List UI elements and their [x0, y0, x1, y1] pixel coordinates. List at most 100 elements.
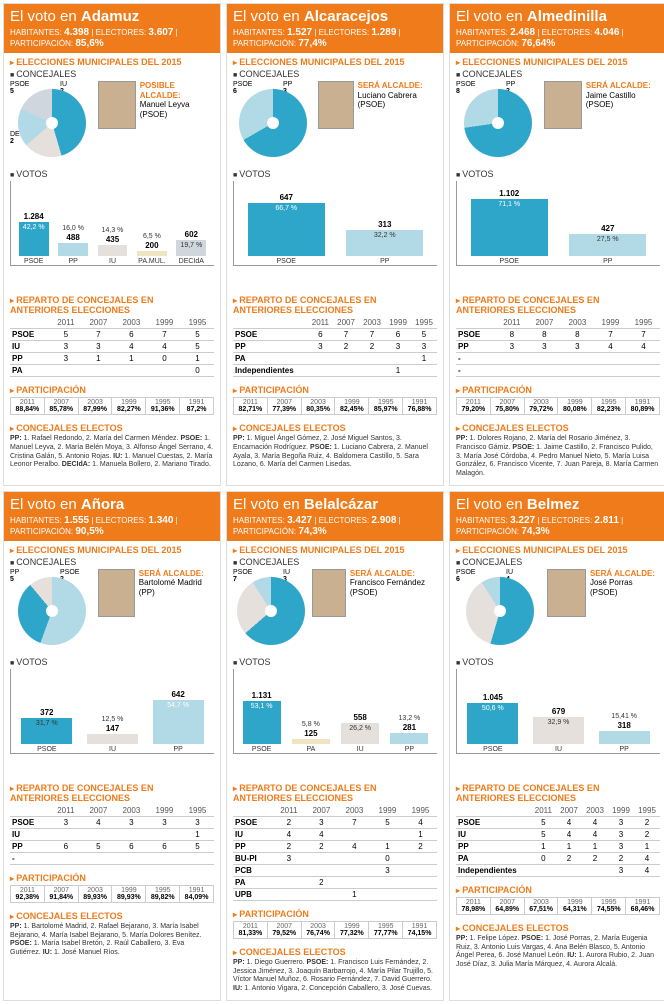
mayor-box: SERÁ ALCALDE:José Porras (PSOE): [547, 569, 660, 617]
mayor-box: SERÁ ALCALDE:Bartolomé Madrid (PP): [98, 569, 214, 617]
history-table: 20112007200319991995PSOE57675IU33445PP31…: [10, 317, 214, 377]
pie-chart: PSOE5IU2PP2DECIdA2: [10, 81, 94, 165]
section-electos: CONCEJALES ELECTOS: [227, 419, 443, 435]
votes-chart: 1.10271,1 % PSOE 42727,5 % PP: [450, 181, 664, 291]
mayor-photo: [312, 569, 346, 617]
bar-PSOE: 1.28442,2 % PSOE: [15, 222, 52, 265]
history-table: 20112007200319991995PSOE23754IU441PP2241…: [233, 805, 437, 901]
mayor-photo: [318, 81, 354, 129]
card-header: El voto en Alcaracejos HABITANTES: 1.527…: [227, 4, 443, 53]
sub-concejales: CONCEJALES: [4, 69, 220, 81]
bar-PP: 48816,0 % PP: [54, 243, 91, 265]
participation-row: 201179,20%200775,80%200379,72%199980,08%…: [456, 397, 660, 415]
sub-votos: VOTOS: [450, 657, 664, 669]
section-reparto: REPARTO DE CONCEJALES EN ANTERIORES ELEC…: [4, 779, 220, 805]
history-table: 20112007200319991995PSOE67765PP32233PA1I…: [233, 317, 437, 377]
mayor-photo: [547, 569, 586, 617]
bar-PP: 64254,7 % PP: [146, 700, 210, 753]
section-elections: ELECCIONES MUNICIPALES DEL 2015: [4, 53, 220, 69]
section-elections: ELECCIONES MUNICIPALES DEL 2015: [4, 541, 220, 557]
section-participacion: PARTICIPACIÓN: [4, 381, 220, 397]
pie-chart: PSOE8PP3: [456, 81, 540, 165]
electos-text: PP: 1. Dolores Rojano, 2. María del Rosa…: [450, 435, 664, 485]
section-elections: ELECCIONES MUNICIPALES DEL 2015: [450, 53, 664, 69]
votes-chart: 1.28442,2 % PSOE 48816,0 % PP 43514,3 % …: [4, 181, 220, 291]
bar-PP: 28113,2 % PP: [386, 733, 433, 753]
section-participacion: PARTICIPACIÓN: [227, 905, 443, 921]
votes-chart: 1.04550,6 % PSOE 67932,9 % IU 31815,41 %…: [450, 669, 664, 779]
sub-concejales: CONCEJALES: [4, 557, 220, 569]
pie-chart: PP5PSOE3IU1: [10, 569, 94, 653]
section-participacion: PARTICIPACIÓN: [450, 381, 664, 397]
bar-IU: 55826,2 % IU: [337, 723, 384, 753]
sub-votos: VOTOS: [4, 657, 220, 669]
bar-PP: 42727,5 % PP: [560, 234, 657, 265]
sub-votos: VOTOS: [227, 169, 443, 181]
card-header: El voto en Belmez HABITANTES: 3.227 | EL…: [450, 492, 664, 541]
sub-votos: VOTOS: [4, 169, 220, 181]
municipality-card: El voto en Almedinilla HABITANTES: 2.468…: [449, 3, 664, 486]
section-reparto: REPARTO DE CONCEJALES EN ANTERIORES ELEC…: [227, 291, 443, 317]
section-elections: ELECCIONES MUNICIPALES DEL 2015: [227, 53, 443, 69]
section-electos: CONCEJALES ELECTOS: [4, 907, 220, 923]
mayor-photo: [544, 81, 581, 129]
section-participacion: PARTICIPACIÓN: [4, 869, 220, 885]
section-electos: CONCEJALES ELECTOS: [450, 919, 664, 935]
bar-PA.MUL.: 2006,5 % PA.MUL.: [133, 251, 170, 265]
pie-chart: PSOE6PP3: [233, 81, 314, 165]
bar-PA: 1255,8 % PA: [287, 739, 334, 753]
section-electos: CONCEJALES ELECTOS: [227, 943, 443, 959]
section-reparto: REPARTO DE CONCEJALES EN ANTERIORES ELEC…: [4, 291, 220, 317]
sub-concejales: CONCEJALES: [450, 69, 664, 81]
participation-row: 201192,38%200791,84%200389,93%199989,93%…: [10, 885, 214, 903]
sub-votos: VOTOS: [227, 657, 443, 669]
municipality-card: El voto en Adamuz HABITANTES: 4.398 | EL…: [3, 3, 221, 486]
sub-concejales: CONCEJALES: [450, 557, 664, 569]
mayor-box: POSIBLE ALCALDE:Manuel Leyva (PSOE): [98, 81, 214, 129]
pie-chart: PSOE7IU3PP1: [233, 569, 308, 653]
bar-PP: 31332,2 % PP: [337, 230, 434, 265]
sub-concejales: CONCEJALES: [227, 69, 443, 81]
section-elections: ELECCIONES MUNICIPALES DEL 2015: [227, 541, 443, 557]
card-header: El voto en Añora HABITANTES: 1.555 | ELE…: [4, 492, 220, 541]
bar-IU: 67932,9 % IU: [527, 717, 591, 752]
votes-chart: 37231,7 % PSOE 14712,5 % IU 64254,7 % PP: [4, 669, 220, 779]
electos-text: PP: 1. Bartolomé Madrid, 2. Rafael Bejar…: [4, 923, 220, 964]
mayor-box: SERÁ ALCALDE:Luciano Cabrera (PSOE): [318, 81, 437, 129]
participation-row: 201181,33%200779,52%200376,74%199977,32%…: [233, 921, 437, 939]
section-electos: CONCEJALES ELECTOS: [450, 419, 664, 435]
bar-DECIdA: 60219,7 % DECIdA: [173, 240, 210, 265]
card-header: El voto en Adamuz HABITANTES: 4.398 | EL…: [4, 4, 220, 53]
municipality-card: El voto en Belalcázar HABITANTES: 3.427 …: [226, 491, 444, 1001]
bar-IU: 14712,5 % IU: [81, 734, 145, 753]
history-table: 20112007200319991995PSOE54432IU54432PP11…: [456, 805, 660, 877]
electos-text: PP: 1. Felipe López. PSOE: 1. José Porra…: [450, 935, 664, 976]
card-header: El voto en Belalcázar HABITANTES: 3.427 …: [227, 492, 443, 541]
bar-PP: 31815,41 % PP: [592, 731, 656, 752]
participation-row: 201188,84%200785,78%200387,99%199982,27%…: [10, 397, 214, 415]
section-reparto: REPARTO DE CONCEJALES EN ANTERIORES ELEC…: [227, 779, 443, 805]
sub-concejales: CONCEJALES: [227, 557, 443, 569]
municipality-card: El voto en Alcaracejos HABITANTES: 1.527…: [226, 3, 444, 486]
bar-PSOE: 1.13153,1 % PSOE: [238, 701, 285, 752]
mayor-photo: [98, 569, 135, 617]
bar-PSOE: 37231,7 % PSOE: [15, 718, 79, 752]
section-electos: CONCEJALES ELECTOS: [4, 419, 220, 435]
electos-text: PP: 1. Miguel Ángel Gómez, 2. José Migue…: [227, 435, 443, 476]
participation-row: 201178,98%200764,89%200367,51%199964,31%…: [456, 897, 660, 915]
section-participacion: PARTICIPACIÓN: [450, 881, 664, 897]
section-reparto: REPARTO DE CONCEJALES EN ANTERIORES ELEC…: [450, 779, 664, 805]
bar-PSOE: 64766,7 % PSOE: [238, 203, 335, 265]
municipality-card: El voto en Añora HABITANTES: 1.555 | ELE…: [3, 491, 221, 1001]
municipality-card: El voto en Belmez HABITANTES: 3.227 | EL…: [449, 491, 664, 1001]
section-participacion: PARTICIPACIÓN: [227, 381, 443, 397]
mayor-box: SERÁ ALCALDE:Jaime Castillo (PSOE): [544, 81, 660, 129]
history-table: 20112007200319991995PSOE34333IU1PP65665-: [10, 805, 214, 865]
sub-votos: VOTOS: [450, 169, 664, 181]
votes-chart: 64766,7 % PSOE 31332,2 % PP: [227, 181, 443, 291]
card-header: El voto en Almedinilla HABITANTES: 2.468…: [450, 4, 664, 53]
section-reparto: REPARTO DE CONCEJALES EN ANTERIORES ELEC…: [450, 291, 664, 317]
bar-PSOE: 1.04550,6 % PSOE: [461, 703, 525, 752]
history-table: 20112007200319991995PSOE88877PP33344--: [456, 317, 660, 377]
electos-text: PP: 1. Rafael Redondo, 2. María del Carm…: [4, 435, 220, 476]
